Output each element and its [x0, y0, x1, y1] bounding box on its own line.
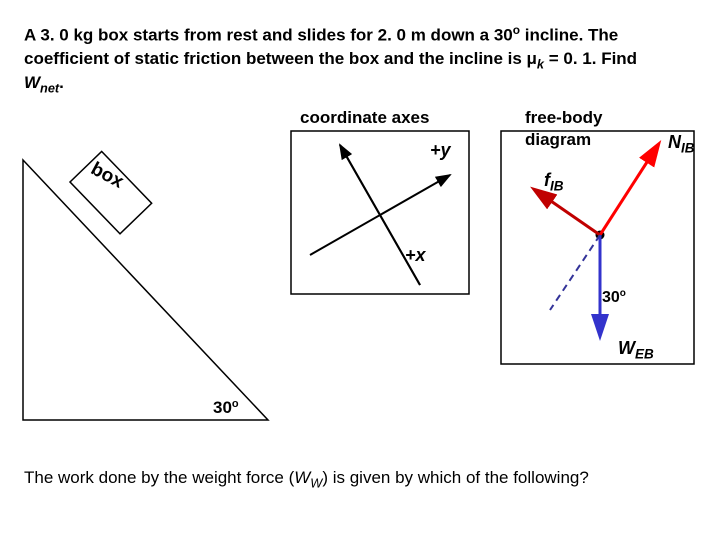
fbd-caption-a: free-body [525, 108, 602, 128]
problem-statement: A 3. 0 kg box starts from rest and slide… [24, 22, 696, 97]
f-label: fIB [544, 170, 564, 194]
problem-line2a: coefficient of static friction between t… [24, 49, 537, 68]
fbd-diagram: 30o [500, 130, 695, 365]
incline-diagram: 30o [18, 120, 278, 430]
wnet-dot: . [59, 73, 64, 92]
deg-sup-1: o [513, 23, 520, 37]
problem-line2b: = 0. 1. Find [544, 49, 637, 68]
plus-y-label: +y [430, 140, 451, 161]
plus-x-label: +x [405, 245, 426, 266]
n-label: NIB [668, 132, 695, 156]
svg-text:30o: 30o [602, 288, 626, 306]
wnet-w: W [24, 73, 40, 92]
w-label: WEB [618, 338, 654, 362]
coord-axes-caption: coordinate axes [300, 108, 429, 128]
wnet-sub: net [40, 81, 59, 96]
mu-sub-k: k [537, 56, 544, 71]
problem-line1a: A 3. 0 kg box starts from rest and slide… [24, 26, 513, 45]
question-text: The work done by the weight force (WW) i… [24, 468, 589, 490]
problem-line1b: incline. The [520, 26, 618, 45]
svg-text:30o: 30o [213, 398, 239, 417]
